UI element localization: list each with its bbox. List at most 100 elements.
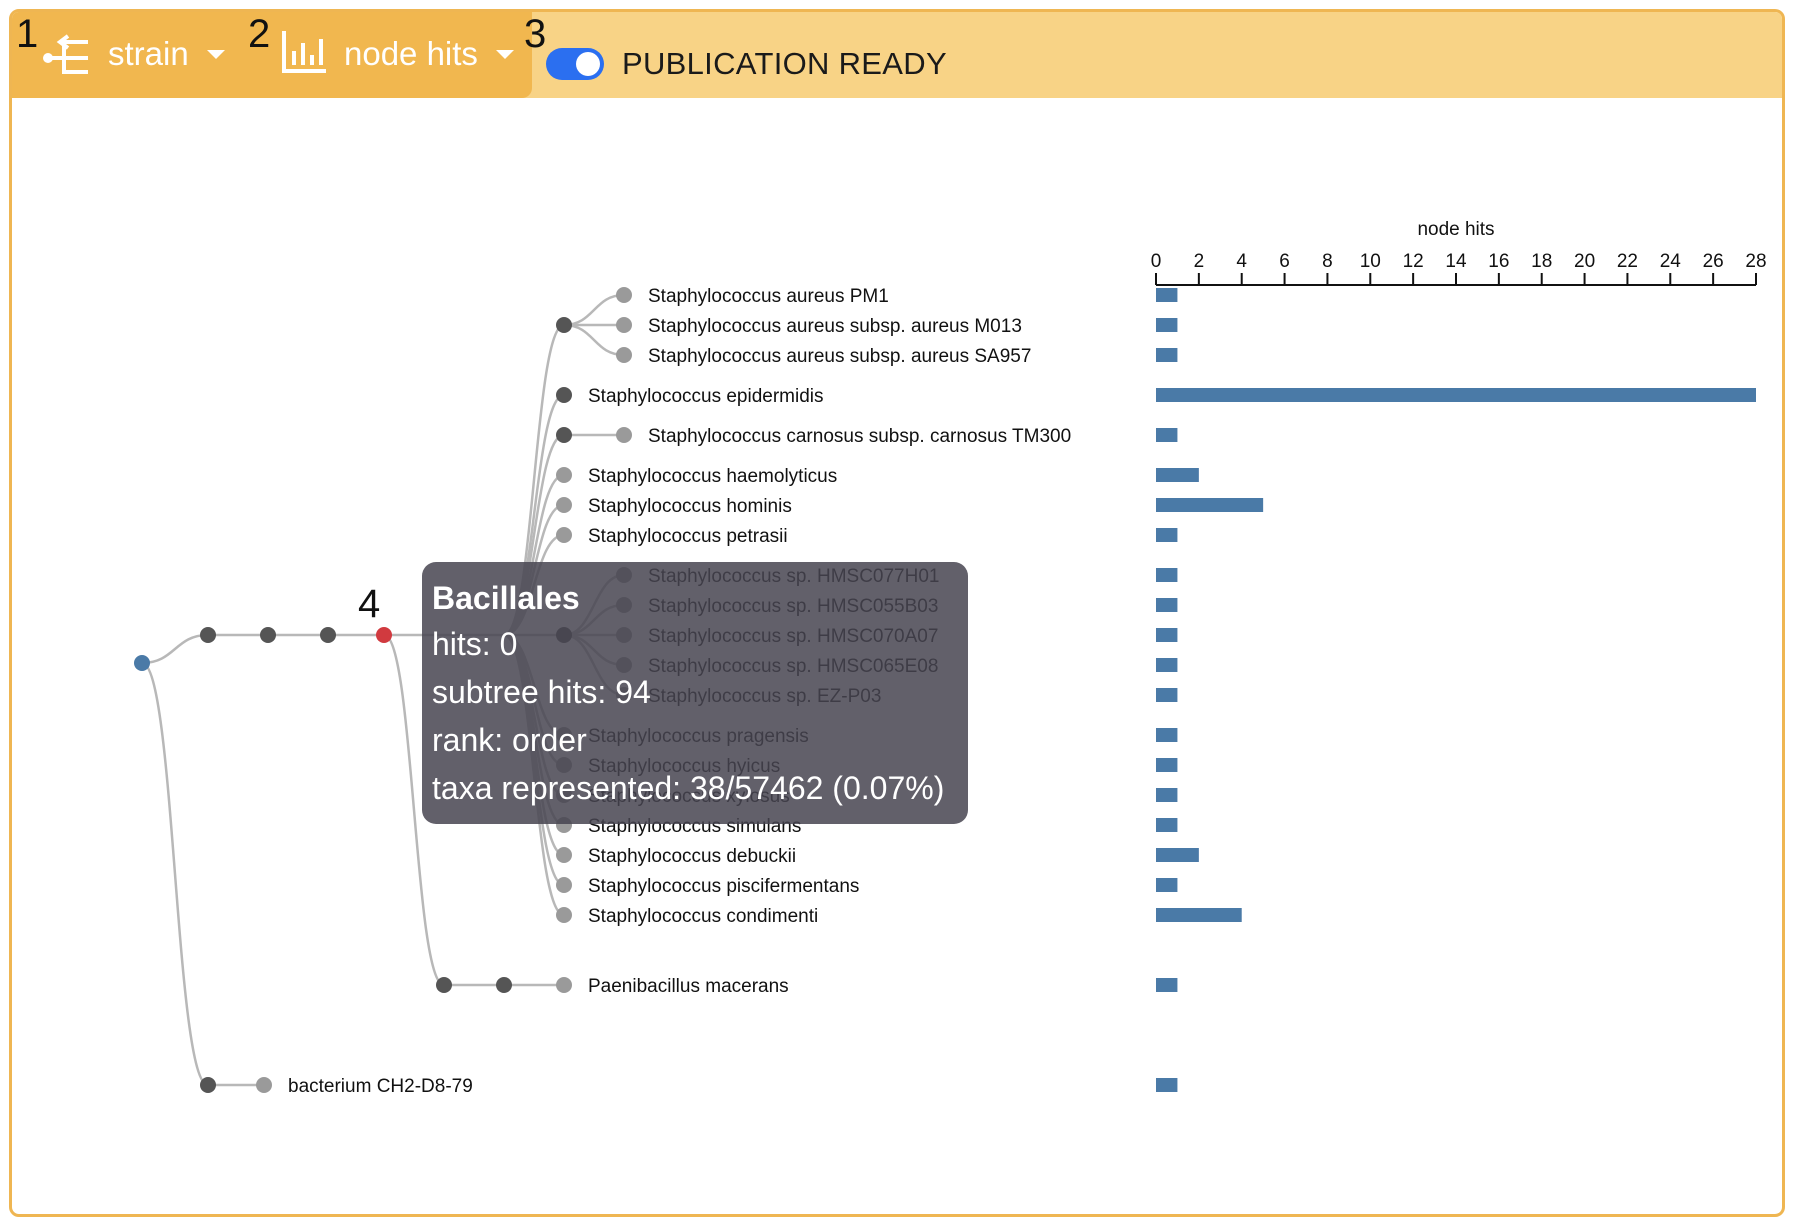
leaf-node[interactable]	[556, 907, 572, 923]
leaf-label: Staphylococcus petrasii	[588, 526, 788, 547]
bar	[1156, 498, 1264, 512]
leaf-node[interactable]	[616, 317, 632, 333]
tooltip-title: Bacillales	[432, 580, 580, 616]
axis-tick-label: 14	[1445, 251, 1467, 272]
axis-tick-label: 0	[1151, 251, 1162, 272]
bar	[1156, 878, 1178, 892]
callout-2: 2	[248, 12, 271, 56]
leaf-node[interactable]	[256, 1077, 272, 1093]
publication-ready-label: PUBLICATION READY	[622, 46, 947, 81]
internal-node[interactable]	[556, 317, 572, 333]
leaf-node[interactable]	[556, 527, 572, 543]
bar	[1156, 848, 1199, 862]
axis-tick-label: 10	[1360, 251, 1381, 272]
axis-tick-label: 6	[1279, 251, 1290, 272]
toolbar: strain node hits	[12, 12, 532, 98]
bar	[1156, 658, 1178, 672]
axis-tick-label: 2	[1194, 251, 1205, 272]
callout-3: 3	[524, 12, 547, 56]
internal-node[interactable]	[436, 977, 452, 993]
leaf-label: Staphylococcus hominis	[588, 496, 792, 517]
axis-tick-label: 4	[1236, 251, 1247, 272]
internal-node[interactable]	[496, 977, 512, 993]
leaf-label: Staphylococcus condimenti	[588, 906, 818, 927]
leaf-label: Staphylococcus aureus subsp. aureus M013	[648, 316, 1022, 337]
tooltip-hits: hits: 0	[432, 626, 518, 662]
leaf-node[interactable]	[556, 847, 572, 863]
metric-select-label: node hits	[344, 35, 478, 72]
axis-tick-label: 22	[1617, 251, 1638, 272]
leaf-node[interactable]	[556, 877, 572, 893]
leaf-label: Staphylococcus piscifermentans	[588, 876, 859, 897]
leaf-label: Staphylococcus aureus subsp. aureus SA95…	[648, 346, 1031, 367]
chevron-down-icon	[206, 49, 225, 59]
tooltip-subtree-hits: subtree hits: 94	[432, 674, 651, 710]
toggle-knob	[576, 52, 600, 76]
chart-title: node hits	[1417, 219, 1494, 240]
app-frame: strain node hits 1 2 3 PUBLICATION READY…	[9, 9, 1785, 1217]
leaf-label: Paenibacillus macerans	[588, 976, 789, 997]
tree-branch	[141, 661, 209, 1087]
bar	[1156, 1078, 1178, 1092]
tooltip-taxa: taxa represented: 38/57462 (0.07%)	[432, 770, 945, 806]
tree-branch	[141, 633, 209, 665]
axis-tick-label: 26	[1703, 251, 1724, 272]
bar	[1156, 288, 1178, 302]
root-node[interactable]	[134, 655, 150, 671]
leaf-label: bacterium CH2-D8-79	[288, 1076, 473, 1097]
leaf-label: Staphylococcus aureus PM1	[648, 286, 889, 307]
leaf-label: Staphylococcus debuckii	[588, 846, 796, 867]
tree-branch	[383, 633, 445, 987]
leaf-node[interactable]	[616, 427, 632, 443]
leaf-node[interactable]	[616, 347, 632, 363]
leaf-label: Staphylococcus haemolyticus	[588, 466, 837, 487]
tree-branch-icon	[38, 28, 94, 81]
bar	[1156, 788, 1178, 802]
internal-node[interactable]	[320, 627, 336, 643]
axis-tick-label: 12	[1403, 251, 1424, 272]
tooltip-rank: rank: order	[432, 722, 587, 758]
rank-select-label: strain	[108, 35, 189, 72]
bar	[1156, 318, 1178, 332]
bar	[1156, 428, 1178, 442]
leaf-label: Staphylococcus epidermidis	[588, 386, 824, 407]
internal-node[interactable]	[556, 427, 572, 443]
internal-node[interactable]	[200, 627, 216, 643]
bar	[1156, 818, 1178, 832]
publication-ready-toggle[interactable]	[546, 48, 604, 80]
internal-node[interactable]	[260, 627, 276, 643]
bar	[1156, 978, 1178, 992]
internal-node[interactable]	[556, 387, 572, 403]
bar	[1156, 628, 1178, 642]
callout-1: 1	[16, 12, 39, 56]
bar	[1156, 348, 1178, 362]
selected-node-bacillales[interactable]	[376, 627, 392, 643]
bar	[1156, 528, 1178, 542]
axis-tick-label: 20	[1574, 251, 1595, 272]
axis-tick-label: 28	[1745, 251, 1766, 272]
axis-tick-label: 18	[1531, 251, 1552, 272]
rank-select[interactable]: strain	[38, 30, 225, 78]
leaf-node[interactable]	[556, 977, 572, 993]
metric-select[interactable]: node hits	[280, 30, 514, 78]
bar	[1156, 688, 1178, 702]
bar	[1156, 468, 1199, 482]
node-tooltip: Bacillales hits: 0 subtree hits: 94 rank…	[422, 562, 968, 824]
internal-node[interactable]	[200, 1077, 216, 1093]
bar	[1156, 598, 1178, 612]
chevron-down-icon	[495, 49, 514, 59]
leaf-node[interactable]	[556, 497, 572, 513]
leaf-label: Staphylococcus carnosus subsp. carnosus …	[648, 426, 1071, 447]
axis-tick-label: 8	[1322, 251, 1333, 272]
bar	[1156, 728, 1178, 742]
bar-chart-icon	[280, 27, 330, 82]
leaf-node[interactable]	[556, 467, 572, 483]
bar	[1156, 388, 1756, 402]
tree-branch	[563, 293, 625, 327]
callout-4: 4	[358, 582, 381, 626]
bar	[1156, 908, 1242, 922]
bar	[1156, 568, 1178, 582]
leaf-node[interactable]	[616, 287, 632, 303]
tree-branch	[563, 323, 625, 357]
axis-tick-label: 24	[1660, 251, 1682, 272]
